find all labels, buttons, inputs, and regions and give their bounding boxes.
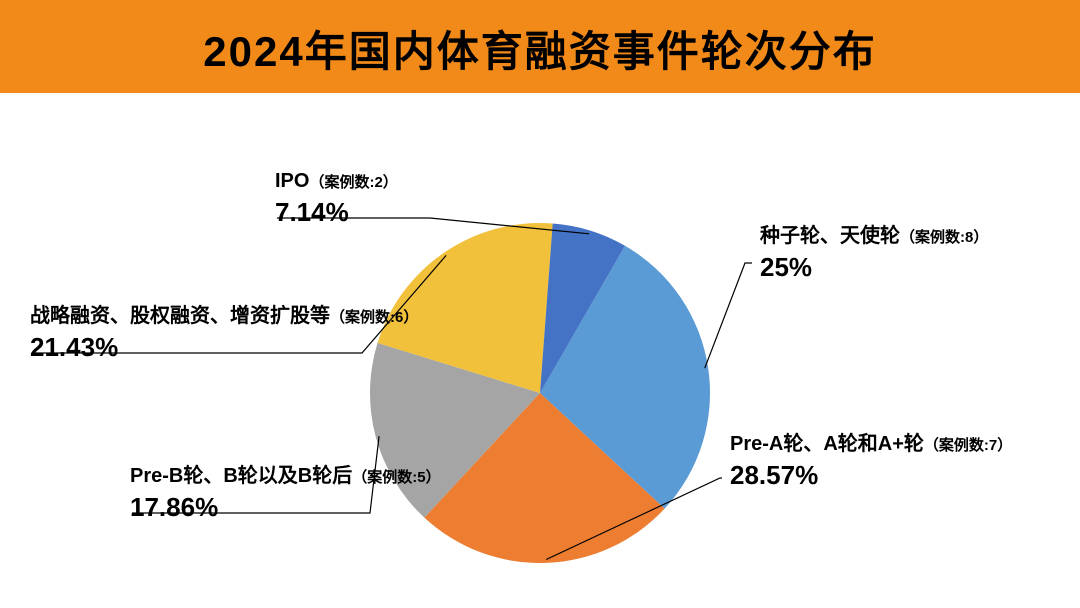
page-title: 2024年国内体育融资事件轮次分布 <box>0 18 1080 79</box>
slice-label: Pre-B轮、B轮以及B轮后（案例数:5） 17.86% <box>130 463 441 525</box>
slice-cases: （案例数:5） <box>352 469 440 486</box>
slice-name: Pre-A轮、A轮和A+轮 <box>730 433 924 455</box>
slice-name: Pre-B轮、B轮以及B轮后 <box>130 465 352 487</box>
leader-line <box>705 263 752 368</box>
slice-cases: （案例数:6） <box>330 309 418 326</box>
slice-percent: 25% <box>760 250 988 285</box>
pie-chart: 种子轮、天使轮（案例数:8） 25% Pre-A轮、A轮和A+轮（案例数:7） 28.… <box>0 93 1080 608</box>
slice-name: IPO <box>275 170 309 192</box>
slice-cases: （案例数:2） <box>309 174 397 191</box>
slice-label: Pre-A轮、A轮和A+轮（案例数:7） 28.57% <box>730 431 1012 493</box>
slice-percent: 21.43% <box>30 330 418 365</box>
slice-percent: 28.57% <box>730 458 1012 493</box>
slice-percent: 17.86% <box>130 490 441 525</box>
slice-cases: （案例数:7） <box>924 437 1012 454</box>
slice-name: 战略融资、股权融资、增资扩股等 <box>30 305 330 327</box>
slice-percent: 7.14% <box>275 195 398 230</box>
slice-label: 种子轮、天使轮（案例数:8） 25% <box>760 223 988 285</box>
title-bar: 2024年国内体育融资事件轮次分布 <box>0 0 1080 93</box>
slice-cases: （案例数:8） <box>900 229 988 246</box>
slice-name: 种子轮、天使轮 <box>760 225 900 247</box>
slice-label: 战略融资、股权融资、增资扩股等（案例数:6） 21.43% <box>30 303 418 365</box>
slice-label: IPO（案例数:2） 7.14% <box>275 168 398 230</box>
